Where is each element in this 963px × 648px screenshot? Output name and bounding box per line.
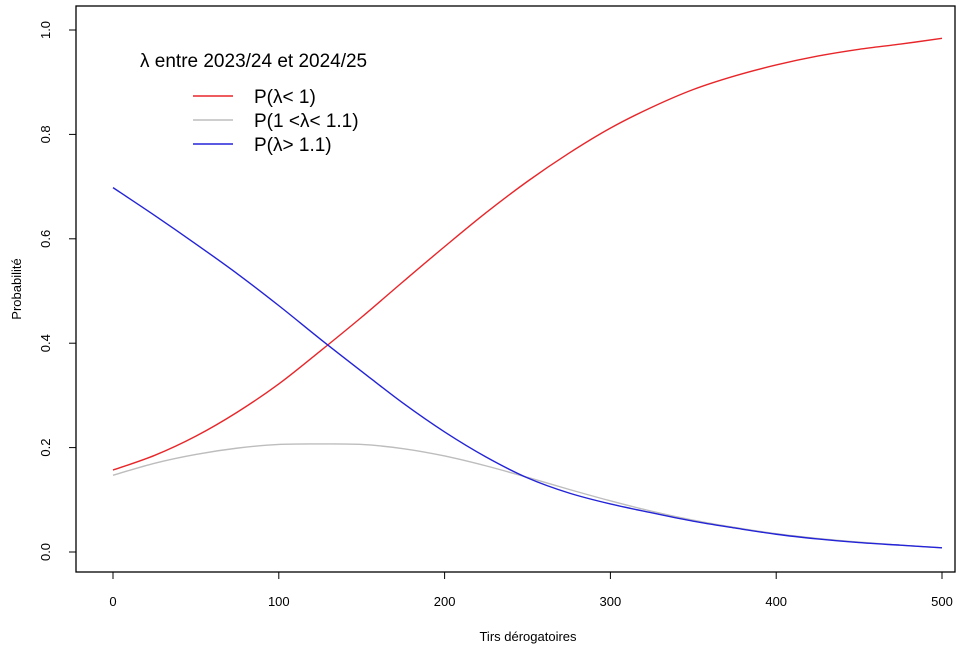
- legend-label: P(1 <λ< 1.1): [254, 111, 359, 132]
- axes: 0 100 200 300 400 500 0.0 0.2 0.4 0.6 0.8 1.0: [38, 21, 953, 609]
- y-tick-label: 1.0: [38, 21, 53, 39]
- x-tick-label: 300: [600, 594, 622, 609]
- legend-label: P(λ> 1.1): [254, 135, 332, 156]
- legend-label: P(λ< 1): [254, 87, 316, 108]
- legend: λ entre 2023/24 et 2024/25 P(λ< 1) P(1 <λ<…: [140, 51, 367, 156]
- y-tick-label: 0.8: [38, 125, 53, 143]
- series-line-2: [112, 443, 943, 549]
- series-lines: [112, 37, 943, 549]
- y-tick-label: 0.2: [38, 439, 53, 457]
- series-line-3: [112, 187, 943, 549]
- x-tick-label: 400: [765, 594, 787, 609]
- series-line-1: [112, 37, 943, 471]
- x-axis-title: Tirs dérogatoires: [479, 629, 577, 644]
- plot-frame: [75, 5, 956, 573]
- x-tick-label: 200: [434, 594, 456, 609]
- legend-title: λ entre 2023/24 et 2024/25: [140, 51, 367, 72]
- y-axis-title: Probabilité: [9, 258, 24, 319]
- y-tick-label: 0.0: [38, 543, 53, 561]
- x-tick-label: 100: [268, 594, 290, 609]
- y-tick-label: 0.4: [38, 334, 53, 352]
- x-tick-label: 0: [109, 594, 116, 609]
- x-tick-label: 500: [931, 594, 953, 609]
- y-tick-label: 0.6: [38, 230, 53, 248]
